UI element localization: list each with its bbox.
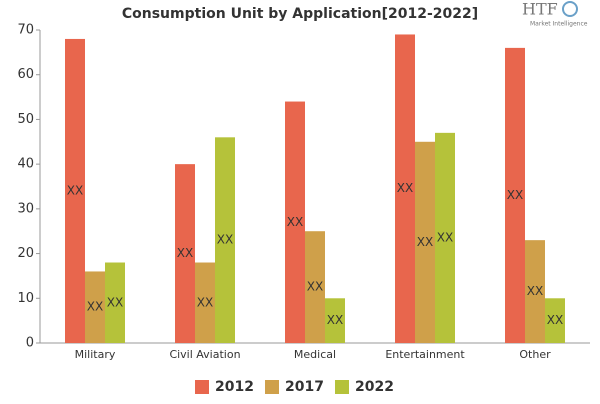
x-tick-label: Entertainment [385,348,465,361]
y-tick-label: 50 [17,112,34,127]
data-label: XX [67,183,83,197]
bar [215,137,235,343]
bar [545,298,565,343]
x-tick-label: Other [519,348,551,361]
data-label: XX [197,295,213,309]
y-tick-label: 70 [17,23,34,38]
bar [325,298,345,343]
legend-swatch [265,380,279,394]
data-label: XX [327,313,343,327]
data-label: XX [417,235,433,249]
legend-label: 2017 [285,379,324,395]
data-label: XX [527,284,543,298]
legend-swatch [335,380,349,394]
logo-tagline: Market Intelligence [530,21,588,28]
legend-swatch [195,380,209,394]
bar [65,38,85,343]
bar [175,164,195,343]
data-label: XX [437,230,453,244]
y-tick-label: 10 [17,291,34,306]
bar [305,231,325,343]
data-label: XX [307,280,323,294]
data-label: XX [397,181,413,195]
legend-label: 2012 [215,379,254,395]
bar [395,34,415,343]
data-label: XX [287,215,303,229]
bar [85,271,105,343]
bar [505,47,525,344]
y-tick-label: 40 [17,157,34,172]
bar [105,262,125,343]
y-tick-label: 30 [17,201,34,216]
bar [195,262,215,343]
bar [415,141,435,343]
x-tick-label: Military [75,348,116,361]
x-tick-label: Medical [294,348,336,361]
data-label: XX [547,313,563,327]
y-tick-label: 0 [26,336,34,351]
chart-title: Consumption Unit by Application[2012-202… [122,6,478,22]
data-label: XX [107,295,123,309]
bar [525,240,545,343]
y-tick-label: 60 [17,67,34,82]
data-label: XX [177,246,193,260]
data-label: XX [87,300,103,314]
legend-label: 2022 [355,379,394,395]
bar [285,101,305,344]
y-tick-label: 20 [17,246,34,261]
data-label: XX [507,188,523,202]
bar [435,132,455,343]
logo-icon [562,1,578,17]
logo-name: HTF [522,0,558,19]
x-tick-label: Civil Aviation [169,348,240,361]
data-label: XX [217,233,233,247]
